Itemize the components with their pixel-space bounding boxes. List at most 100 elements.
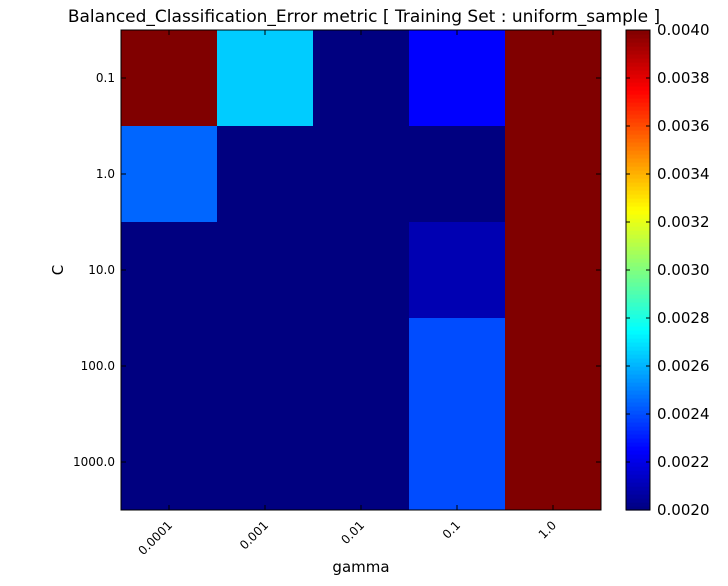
colorbar-segment <box>626 426 650 431</box>
colorbar-segment <box>626 170 650 175</box>
colorbar-segment <box>626 478 650 483</box>
colorbar-segment <box>626 50 650 55</box>
colorbar-segment <box>626 146 650 151</box>
colorbar-segment <box>626 294 650 299</box>
colorbar-segment <box>626 210 650 215</box>
colorbar-segment <box>626 90 650 95</box>
colorbar-segment <box>626 386 650 391</box>
colorbar-segment <box>626 142 650 147</box>
colorbar-segment <box>626 206 650 211</box>
colorbar-segment <box>626 466 650 471</box>
heatmap-cell <box>217 222 314 319</box>
colorbar-segment <box>626 402 650 407</box>
colorbar-segment <box>626 266 650 271</box>
colorbar-segment <box>626 258 650 263</box>
colorbar-segment <box>626 250 650 255</box>
heatmap-cell <box>121 414 218 511</box>
heatmap-cell <box>121 318 218 415</box>
colorbar-segment <box>626 126 650 131</box>
colorbar-segment <box>626 310 650 315</box>
colorbar-segment <box>626 158 650 163</box>
colorbar-tick-label: 0.0024 <box>657 405 710 423</box>
x-axis-label: gamma <box>332 558 389 576</box>
colorbar-tick-label: 0.0026 <box>657 357 710 375</box>
colorbar-segment <box>626 130 650 135</box>
colorbar-segment <box>626 42 650 47</box>
colorbar-tick-label: 0.0030 <box>657 261 710 279</box>
colorbar-segment <box>626 430 650 435</box>
colorbar-segment <box>626 246 650 251</box>
colorbar-segment <box>626 178 650 183</box>
colorbar-segment <box>626 422 650 427</box>
colorbar-segment <box>626 82 650 87</box>
colorbar-segment <box>626 462 650 467</box>
colorbar-segment <box>626 190 650 195</box>
colorbar-segment <box>626 470 650 475</box>
heatmap-cells <box>121 30 602 511</box>
colorbar-segment <box>626 298 650 303</box>
colorbar-segment <box>626 326 650 331</box>
colorbar-segment <box>626 174 650 179</box>
colorbar-segment <box>626 186 650 191</box>
colorbar-segment <box>626 66 650 71</box>
heatmap-cell <box>217 318 314 415</box>
colorbar-segment <box>626 486 650 491</box>
colorbar-segment <box>626 270 650 275</box>
heatmap-cell <box>409 126 506 223</box>
heatmap-cell <box>217 30 314 127</box>
y-tick-label: 1000.0 <box>73 455 115 469</box>
colorbar-segment <box>626 54 650 59</box>
heatmap-cell <box>409 30 506 127</box>
colorbar-segment <box>626 506 650 511</box>
chart-title: Balanced_Classification_Error metric [ T… <box>68 7 660 27</box>
colorbar-segment <box>626 138 650 143</box>
colorbar-segment <box>626 414 650 419</box>
colorbar-segment <box>626 70 650 75</box>
colorbar-segment <box>626 118 650 123</box>
colorbar-segment <box>626 374 650 379</box>
y-tick-label: 0.1 <box>96 71 115 85</box>
colorbar-segment <box>626 370 650 375</box>
heatmap-cell <box>409 222 506 319</box>
colorbar-segment <box>626 86 650 91</box>
y-axis-ticks: 0.1 1.0 10.0 100.0 1000.0 <box>73 71 601 469</box>
colorbar-segment <box>626 378 650 383</box>
colorbar-segment <box>626 150 650 155</box>
colorbar-segment <box>626 338 650 343</box>
colorbar-segment <box>626 94 650 99</box>
colorbar-segment <box>626 226 650 231</box>
colorbar-segment <box>626 434 650 439</box>
heatmap-cell <box>313 222 410 319</box>
colorbar-segment <box>626 122 650 127</box>
heatmap-cell <box>505 222 602 319</box>
colorbar-tick-label: 0.0032 <box>657 213 710 231</box>
y-tick-label: 10.0 <box>88 263 115 277</box>
heatmap-cell <box>313 30 410 127</box>
colorbar-segment <box>626 494 650 499</box>
colorbar-segment <box>626 286 650 291</box>
colorbar-segment <box>626 450 650 455</box>
colorbar-segment <box>626 34 650 39</box>
colorbar-segment <box>626 418 650 423</box>
heatmap-cell <box>505 318 602 415</box>
colorbar-segment <box>626 202 650 207</box>
colorbar-segment <box>626 446 650 451</box>
colorbar-segment <box>626 110 650 115</box>
colorbar-segment <box>626 394 650 399</box>
colorbar-segment <box>626 438 650 443</box>
colorbar-segment <box>626 398 650 403</box>
heatmap-cell <box>505 126 602 223</box>
colorbar-segment <box>626 454 650 459</box>
colorbar-segment <box>626 382 650 387</box>
colorbar-segment <box>626 314 650 319</box>
colorbar-segment <box>626 278 650 283</box>
colorbar-segment <box>626 334 650 339</box>
colorbar-segment <box>626 134 650 139</box>
colorbar-segment <box>626 58 650 63</box>
heatmap-cell <box>505 30 602 127</box>
colorbar-segment <box>626 346 650 351</box>
colorbar-tick-label: 0.0022 <box>657 453 710 471</box>
y-axis-label: C <box>49 265 67 275</box>
y-tick-label: 1.0 <box>96 167 115 181</box>
